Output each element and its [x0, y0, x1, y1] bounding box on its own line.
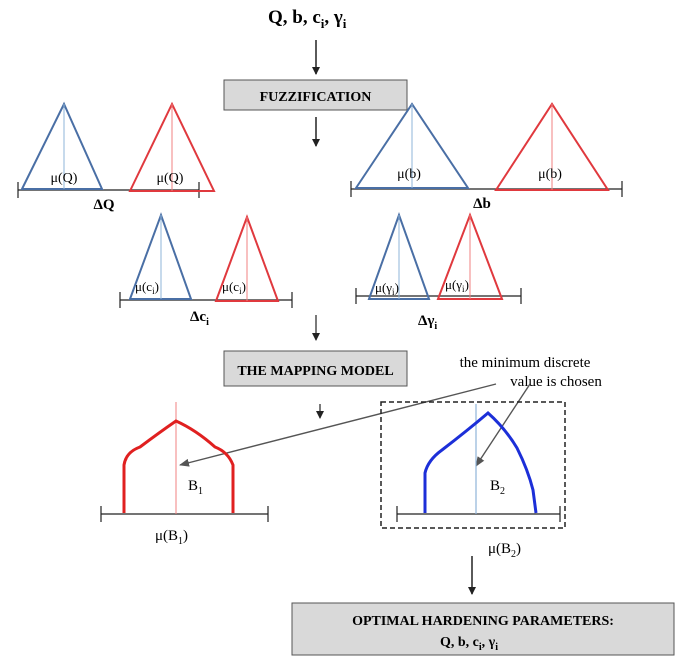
label-B1: B1 [188, 478, 203, 497]
label-mu-Q-right: μ(Q) [157, 171, 184, 186]
annotation-arrow-to-B1 [179, 383, 497, 467]
label-delta-ci: Δci [190, 309, 209, 328]
output-B1: B1 μ(B1) [100, 402, 269, 547]
label-mu-gamma-right: μ(γi) [445, 277, 469, 294]
fuzzy-set-ci: μ(ci) μ(ci) Δci [119, 212, 293, 328]
B1-curve [122, 419, 235, 513]
label-mu-ci-left: μ(ci) [135, 279, 159, 296]
annotation-line1: the minimum discrete [460, 355, 591, 371]
fuzzification-box [223, 79, 408, 111]
output-B2: B2 [380, 401, 566, 529]
label-mu-b-left: μ(b) [397, 167, 421, 182]
B2-dashed-box [380, 401, 566, 529]
label-mu-b-right: μ(b) [538, 167, 562, 182]
optimal-line2: Q, b, ci, γi [440, 635, 498, 653]
inputs-header: Q, b, ci, γi [268, 7, 347, 31]
label-mu-ci-right: μ(ci) [222, 279, 246, 296]
fuzzy-set-b: μ(b) μ(b) Δb [350, 102, 623, 212]
label-B2: B2 [490, 478, 505, 497]
fuzzy-set-gamma: μ(γi) μ(γi) Δγi [355, 212, 522, 332]
label-delta-Q: ΔQ [93, 197, 114, 213]
fuzzification-label: FUZZIFICATION [260, 90, 372, 105]
label-mu-B1: μ(B1) [155, 528, 188, 547]
label-mu-gamma-left: μ(γi) [375, 280, 399, 297]
label-delta-b: Δb [473, 196, 491, 212]
annotation-arrow-to-B2 [475, 383, 531, 467]
label-mu-Q-left: μ(Q) [51, 171, 78, 186]
optimal-line1: OPTIMAL HARDENING PARAMETERS: [352, 614, 614, 629]
mapping-model-label: THE MAPPING MODEL [237, 364, 393, 379]
B2-curve [423, 411, 538, 514]
triangle-Q-blue [20, 101, 104, 190]
mapping-model-box [223, 350, 408, 387]
fuzzy-set-Q: μ(Q) μ(Q) ΔQ [17, 101, 216, 213]
label-delta-gamma: Δγi [418, 313, 437, 332]
annotation-line2: value is chosen [510, 374, 602, 390]
optimal-parameters-box [291, 602, 675, 656]
label-mu-B2: μ(B2) [488, 541, 521, 560]
